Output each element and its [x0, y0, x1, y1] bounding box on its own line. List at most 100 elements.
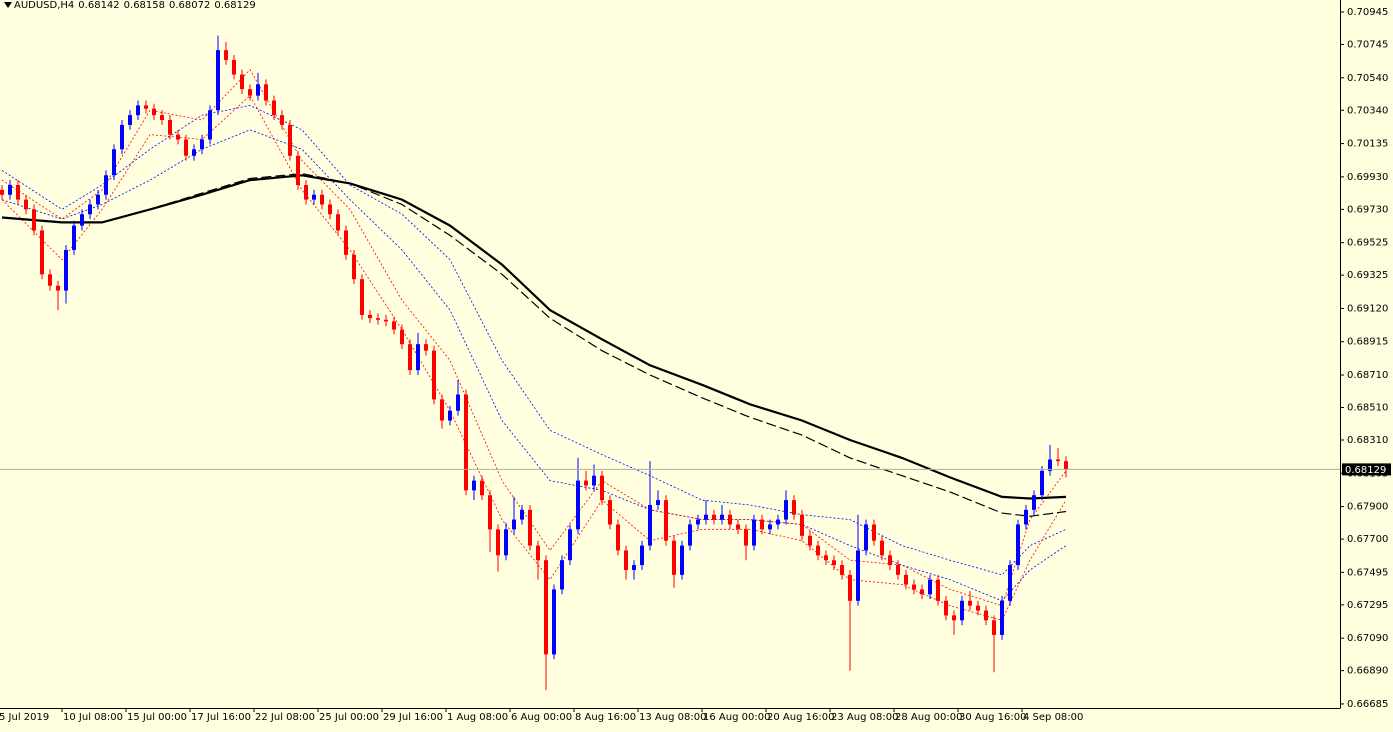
candle-body [104, 175, 108, 195]
candle-body [752, 519, 756, 546]
candle-body [1000, 600, 1004, 635]
candle-body [528, 509, 532, 546]
candle-body [568, 529, 572, 561]
quote-close: 0.68129 [214, 0, 256, 11]
x-tick-label: 8 Aug 16:00 [575, 712, 636, 723]
candle-body [440, 399, 444, 421]
x-tick-label: 25 Jul 00:00 [319, 712, 379, 723]
candle-body [152, 108, 156, 116]
candle-body [288, 124, 292, 156]
candle-body [616, 524, 620, 551]
candle-body [856, 550, 860, 601]
candle-body [720, 514, 724, 520]
candle-body [592, 475, 596, 486]
header-icon [4, 1, 12, 8]
candle-body [560, 560, 564, 590]
candle-body [688, 524, 692, 546]
y-tick-label: 0.70340 [1347, 105, 1388, 116]
candle-body [512, 519, 516, 530]
x-tick-label: 13 Aug 08:00 [639, 712, 706, 723]
candle-body [1024, 509, 1028, 525]
candle-body [200, 139, 204, 150]
candle-body [576, 480, 580, 530]
candle-body [328, 204, 332, 215]
candle-body [872, 524, 876, 541]
candle-body [968, 600, 972, 606]
y-tick-label: 0.68710 [1347, 370, 1388, 381]
candle-body [696, 519, 700, 525]
candle-body [40, 230, 44, 275]
candle-body [96, 194, 100, 205]
x-tick-label: 10 Jul 08:00 [63, 712, 123, 723]
x-tick-label: 20 Aug 16:00 [767, 712, 834, 723]
candle-body [376, 318, 380, 320]
candle-body [608, 500, 612, 525]
candle-body [800, 514, 804, 536]
y-tick-label: 0.67900 [1347, 502, 1388, 513]
candle-body [32, 209, 36, 231]
candle-body [336, 214, 340, 231]
candle-body [896, 565, 900, 575]
candle-body [272, 100, 276, 116]
candle-body [768, 524, 772, 530]
candle-body [344, 230, 348, 255]
candle-body [80, 214, 84, 226]
candle-body [400, 329, 404, 345]
candle-body [1048, 459, 1052, 471]
candle-body [992, 620, 996, 635]
candle-body [600, 475, 604, 501]
candle-body [760, 519, 764, 530]
candle-body [304, 184, 308, 200]
candle-body [1056, 459, 1060, 462]
quote-low: 0.68072 [169, 0, 211, 11]
candle-body [1064, 461, 1068, 470]
candle-body [864, 524, 868, 551]
candle-body [392, 321, 396, 330]
indicator-line [1, 69, 1067, 607]
candle-body [704, 514, 708, 520]
candle-body [240, 74, 244, 90]
x-tick-label: 1 Aug 08:00 [447, 712, 508, 723]
y-tick-label: 0.69120 [1347, 303, 1388, 314]
candle-body [928, 579, 932, 595]
candle-body [408, 344, 412, 371]
x-tick-label: 16 Aug 00:00 [703, 712, 770, 723]
candle-body [0, 189, 4, 195]
y-tick-label: 0.69525 [1347, 238, 1388, 249]
candle-body [24, 199, 28, 210]
candle-body [464, 394, 468, 491]
candle-body [384, 319, 388, 322]
candle-body [792, 500, 796, 515]
y-tick-label: 0.68915 [1347, 337, 1388, 348]
candle-body [816, 545, 820, 556]
candle-body [456, 394, 460, 411]
candle-body [904, 574, 908, 585]
candle-body [264, 84, 268, 101]
quote-high: 0.68158 [123, 0, 166, 11]
candle-body [832, 560, 836, 566]
candle-body [88, 204, 92, 215]
y-tick-label: 0.69325 [1347, 270, 1388, 281]
y-tick-label: 0.68310 [1347, 435, 1388, 446]
candle-body [840, 565, 844, 575]
candle-body [224, 50, 228, 60]
y-tick-label: 0.67295 [1347, 600, 1388, 611]
candle-body [920, 589, 924, 595]
candle-body [144, 105, 148, 109]
candle-body [48, 274, 52, 286]
x-tick-label: 4 Sep 08:00 [1023, 712, 1083, 723]
candle-body [776, 519, 780, 525]
candle-body [128, 115, 132, 125]
current-price-label: 0.68129 [1345, 465, 1386, 476]
candle-body [8, 184, 12, 195]
candle-body [368, 314, 372, 319]
x-tick-label: 23 Aug 08:00 [831, 712, 898, 723]
indicator-line [1, 174, 1067, 500]
candle-body [680, 545, 684, 575]
candle-body [1016, 524, 1020, 566]
candle-body [736, 524, 740, 530]
candle-body [936, 579, 940, 601]
candle-body [504, 529, 508, 556]
candle-body [584, 480, 588, 486]
